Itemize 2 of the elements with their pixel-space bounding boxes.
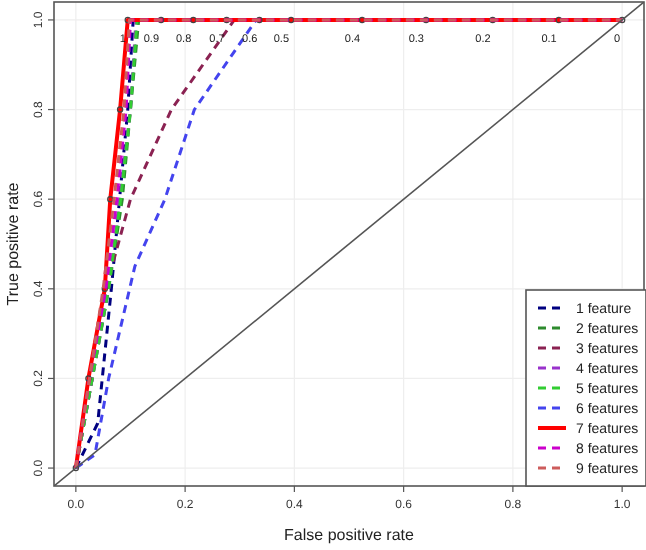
y-axis-title: True positive rate — [4, 181, 22, 306]
x-axis-title: False positive rate — [284, 526, 416, 544]
